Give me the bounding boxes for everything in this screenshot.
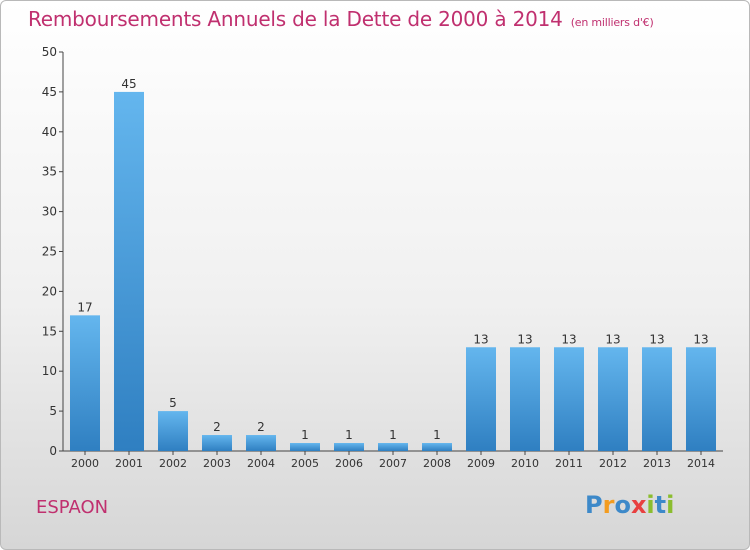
bar <box>510 347 540 451</box>
x-tick-label: 2000 <box>71 457 99 470</box>
y-tick-label: 0 <box>49 444 57 458</box>
logo-letter: r <box>602 491 615 519</box>
logo-letter: i <box>646 491 655 519</box>
logo-letter: t <box>654 491 667 519</box>
bar-value-label: 13 <box>561 332 576 346</box>
bar-value-label: 13 <box>473 332 488 346</box>
x-tick-label: 2012 <box>599 457 627 470</box>
bar <box>334 443 364 451</box>
logo-letter: P <box>585 491 603 519</box>
y-tick-label: 5 <box>49 404 57 418</box>
y-tick-label: 50 <box>42 45 57 59</box>
y-tick-label: 20 <box>42 284 57 298</box>
bar-value-label: 2 <box>257 420 265 434</box>
bar <box>598 347 628 451</box>
bar-value-label: 17 <box>77 300 92 314</box>
bar-value-label: 13 <box>605 332 620 346</box>
y-tick-label: 40 <box>42 125 57 139</box>
x-tick-label: 2003 <box>203 457 231 470</box>
bar-value-label: 13 <box>693 332 708 346</box>
x-tick-label: 2002 <box>159 457 187 470</box>
bar-value-label: 5 <box>169 396 177 410</box>
y-tick-label: 25 <box>42 245 57 259</box>
y-tick-label: 15 <box>42 324 57 338</box>
bar-value-label: 45 <box>121 77 136 91</box>
bar <box>686 347 716 451</box>
x-tick-label: 2013 <box>643 457 671 470</box>
x-tick-label: 2011 <box>555 457 583 470</box>
x-tick-label: 2008 <box>423 457 451 470</box>
proxiti-logo: Proxiti <box>585 491 674 519</box>
bar-value-label: 1 <box>301 428 309 442</box>
logo-letter: x <box>630 491 647 519</box>
logo-letter: i <box>666 491 675 519</box>
y-tick-label: 45 <box>42 85 57 99</box>
bar <box>202 435 232 451</box>
bar <box>158 411 188 451</box>
bar <box>422 443 452 451</box>
bar-value-label: 1 <box>433 428 441 442</box>
bar <box>114 91 144 452</box>
bar <box>70 315 100 451</box>
bar <box>290 443 320 451</box>
x-tick-label: 2004 <box>247 457 275 470</box>
bar-value-label: 1 <box>345 428 353 442</box>
x-tick-label: 2014 <box>687 457 715 470</box>
y-tick-label: 10 <box>42 364 57 378</box>
bar <box>378 443 408 451</box>
chart-title: Remboursements Annuels de la Dette de 20… <box>28 7 654 31</box>
bar-value-label: 13 <box>517 332 532 346</box>
bar-value-label: 13 <box>649 332 664 346</box>
chart-title-text: Remboursements Annuels de la Dette de 20… <box>28 7 563 31</box>
commune-name: ESPAON <box>36 497 109 518</box>
bar <box>642 347 672 451</box>
bar-value-label: 1 <box>389 428 397 442</box>
x-tick-label: 2006 <box>335 457 363 470</box>
y-tick-label: 30 <box>42 205 57 219</box>
bar <box>466 347 496 451</box>
x-tick-label: 2007 <box>379 457 407 470</box>
bar <box>554 347 584 451</box>
bar-value-label: 2 <box>213 420 221 434</box>
x-tick-label: 2009 <box>467 457 495 470</box>
x-tick-label: 2001 <box>115 457 143 470</box>
x-tick-label: 2010 <box>511 457 539 470</box>
bar <box>246 435 276 451</box>
bars: 17 45 5 2 2 1 1 1 1 13 13 13 13 13 13 <box>70 77 716 452</box>
x-tick-label: 2005 <box>291 457 319 470</box>
chart-title-unit: (en milliers d'€) <box>570 16 654 29</box>
logo-letter: o <box>614 491 631 519</box>
y-tick-label: 35 <box>42 165 57 179</box>
